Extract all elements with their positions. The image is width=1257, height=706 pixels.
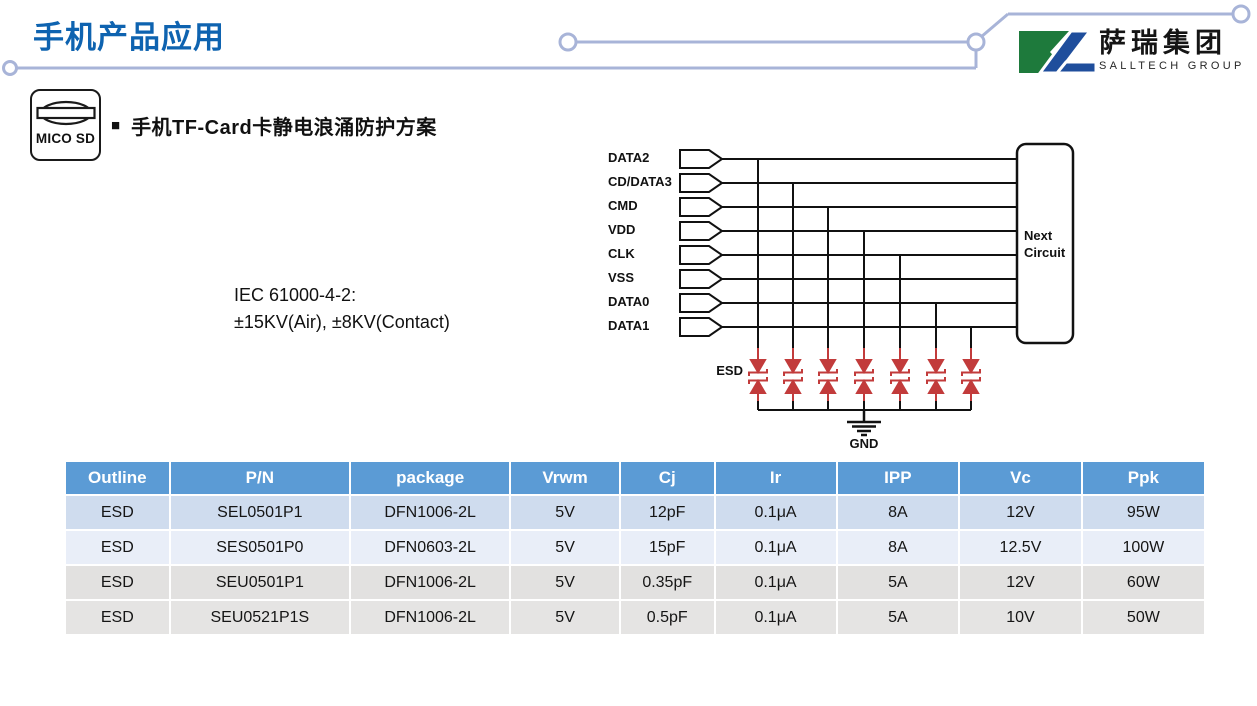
signal-label-vdd: VDD bbox=[608, 222, 636, 237]
table-row: ESD SEL0501P1 DFN1006-2L 5V 12pF 0.1μA 8… bbox=[66, 496, 1204, 529]
col-header-vrwm: Vrwm bbox=[511, 462, 619, 494]
esd-diode bbox=[961, 348, 981, 401]
table-cell: 0.1μA bbox=[715, 531, 836, 564]
table-cell: ESD bbox=[66, 601, 169, 634]
col-header-package: package bbox=[351, 462, 510, 494]
table-cell: 0.1μA bbox=[715, 566, 836, 599]
iec-standard-line1: IEC 61000-4-2: bbox=[234, 285, 357, 305]
table-cell: 5V bbox=[511, 496, 619, 529]
col-header-ir: Ir bbox=[715, 462, 836, 494]
table-row: ESD SES0501P0 DFN0603-2L 5V 15pF 0.1μA 8… bbox=[66, 531, 1204, 564]
table-cell: 12pF bbox=[620, 496, 714, 529]
signal-label-cddata3: CD/DATA3 bbox=[608, 174, 672, 189]
table-cell: DFN1006-2L bbox=[351, 496, 510, 529]
parts-table: Outline P/N package Vrwm Cj Ir IPP Vc Pp… bbox=[64, 460, 1206, 636]
table-row: ESD SEU0501P1 DFN1006-2L 5V 0.35pF 0.1μA… bbox=[66, 566, 1204, 599]
decorative-connector-lines bbox=[2, 4, 1251, 76]
table-cell: 0.1μA bbox=[715, 496, 836, 529]
table-cell: ESD bbox=[66, 566, 169, 599]
table-cell: 0.35pF bbox=[620, 566, 714, 599]
page-title: 手机产品应用 bbox=[33, 20, 225, 55]
micro-sd-card-icon: MICO SD bbox=[30, 89, 101, 161]
table-cell: 5A bbox=[837, 601, 959, 634]
col-header-vc: Vc bbox=[960, 462, 1081, 494]
table-cell: 8A bbox=[837, 531, 959, 564]
table-cell: DFN1006-2L bbox=[351, 566, 510, 599]
table-cell: 95W bbox=[1082, 496, 1204, 529]
table-cell: 10V bbox=[960, 601, 1081, 634]
col-header-pn: P/N bbox=[170, 462, 350, 494]
table-cell: 8A bbox=[837, 496, 959, 529]
table-cell: 12V bbox=[960, 496, 1081, 529]
next-circuit-line2: Circuit bbox=[1024, 245, 1066, 260]
signal-label-data0: DATA0 bbox=[608, 294, 650, 309]
next-circuit-label: Next Circuit bbox=[1024, 227, 1065, 261]
table-header-row: Outline P/N package Vrwm Cj Ir IPP Vc Pp… bbox=[66, 462, 1204, 494]
circuit-diagram: DATA2 CD/DATA3 CMD VDD CLK VSS DATA0 DAT… bbox=[596, 133, 1096, 468]
table-cell: 5V bbox=[511, 566, 619, 599]
table-cell: 0.5pF bbox=[620, 601, 714, 634]
next-circuit-box bbox=[1015, 142, 1075, 345]
table-cell: 15pF bbox=[620, 531, 714, 564]
table-cell: 12.5V bbox=[960, 531, 1081, 564]
ground-symbol bbox=[847, 410, 881, 437]
section-heading-text: 手机TF-Card卡静电浪涌防护方案 bbox=[131, 117, 437, 139]
table-cell: SEU0521P1S bbox=[170, 601, 350, 634]
table-cell: SEU0501P1 bbox=[170, 566, 350, 599]
table-cell: DFN1006-2L bbox=[351, 601, 510, 634]
esd-diodes bbox=[748, 348, 981, 401]
table-cell: SEL0501P1 bbox=[170, 496, 350, 529]
table-cell: DFN0603-2L bbox=[351, 531, 510, 564]
table-cell: 100W bbox=[1082, 531, 1204, 564]
col-header-ppk: Ppk bbox=[1082, 462, 1204, 494]
esd-diode bbox=[818, 348, 838, 401]
signal-arrows bbox=[679, 149, 724, 337]
table-cell: 60W bbox=[1082, 566, 1204, 599]
iec-standard-line2: ±15KV(Air), ±8KV(Contact) bbox=[234, 312, 450, 332]
col-header-cj: Cj bbox=[620, 462, 714, 494]
table-cell: 50W bbox=[1082, 601, 1204, 634]
signal-label-data2: DATA2 bbox=[608, 150, 650, 165]
esd-diode bbox=[854, 348, 874, 401]
esd-diode bbox=[783, 348, 803, 401]
circuit-drawing bbox=[679, 142, 1075, 437]
gnd-label: GND bbox=[849, 436, 879, 451]
micro-sd-label: MICO SD bbox=[35, 131, 96, 146]
esd-diode bbox=[890, 348, 910, 401]
signal-label-cmd: CMD bbox=[608, 198, 638, 213]
esd-label: ESD bbox=[716, 363, 743, 378]
logo-name-en: SALLTECH GROUP bbox=[1099, 60, 1245, 72]
bullet-square-icon: ■ bbox=[111, 117, 121, 134]
salltech-logo-icon bbox=[1019, 29, 1097, 75]
sd-card-glyph bbox=[35, 100, 96, 126]
col-header-ipp: IPP bbox=[837, 462, 959, 494]
esd-diode bbox=[748, 348, 768, 401]
table-row: ESD SEU0521P1S DFN1006-2L 5V 0.5pF 0.1μA… bbox=[66, 601, 1204, 634]
table-cell: ESD bbox=[66, 496, 169, 529]
next-circuit-line1: Next bbox=[1024, 228, 1053, 243]
iec-standard-note: IEC 61000-4-2: ±15KV(Air), ±8KV(Contact) bbox=[234, 282, 450, 336]
table-cell: SES0501P0 bbox=[170, 531, 350, 564]
table-cell: 5A bbox=[837, 566, 959, 599]
section-heading: ■ 手机TF-Card卡静电浪涌防护方案 bbox=[111, 111, 437, 140]
table-cell: 5V bbox=[511, 531, 619, 564]
table-cell: 0.1μA bbox=[715, 601, 836, 634]
col-header-outline: Outline bbox=[66, 462, 169, 494]
esd-diode bbox=[926, 348, 946, 401]
signal-label-clk: CLK bbox=[608, 246, 635, 261]
signal-wires bbox=[722, 158, 1017, 411]
table-cell: ESD bbox=[66, 531, 169, 564]
table-cell: 12V bbox=[960, 566, 1081, 599]
logo-name-cn: 萨瑞集团 bbox=[1099, 28, 1227, 58]
signal-label-data1: DATA1 bbox=[608, 318, 650, 333]
signal-label-vss: VSS bbox=[608, 270, 635, 285]
table-cell: 5V bbox=[511, 601, 619, 634]
company-logo: 萨瑞集团 SALLTECH GROUP bbox=[1099, 28, 1245, 72]
